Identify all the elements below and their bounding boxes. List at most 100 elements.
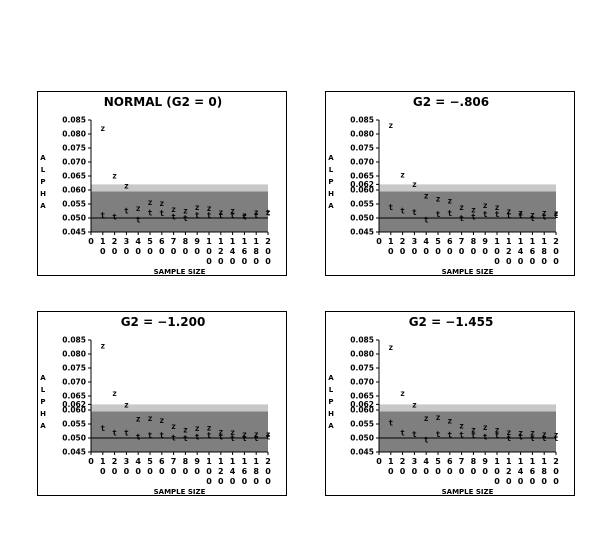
s-t-point: t xyxy=(100,211,105,220)
x-tick-label: 2 xyxy=(553,457,559,466)
s-z-point: z xyxy=(136,204,141,213)
s-z-point: z xyxy=(447,416,452,425)
y-axis-label-letter: P xyxy=(40,178,45,186)
s-t-point: t xyxy=(436,210,441,219)
x-tick-label: 0 xyxy=(183,467,189,476)
x-tick-label: 3 xyxy=(412,237,418,246)
s-t-point: t xyxy=(495,431,500,440)
x-tick-label: 1 xyxy=(518,237,524,246)
y-tick-label: 0.055 xyxy=(62,200,86,209)
s-z-point: z xyxy=(530,211,535,220)
x-tick-label: 4 xyxy=(230,247,236,256)
x-tick-label: 0 xyxy=(124,247,130,256)
x-tick-label: 8 xyxy=(253,247,259,256)
s-t-point: t xyxy=(554,211,559,220)
s-z-point: z xyxy=(159,199,164,208)
x-tick-label: 2 xyxy=(112,457,118,466)
s-t-point: t xyxy=(159,209,164,218)
s-z-point: z xyxy=(183,426,188,435)
s-t-point: t xyxy=(506,211,511,220)
chart-title: NORMAL (G2 = 0) xyxy=(104,95,222,109)
y-tick-label: 0.055 xyxy=(350,420,374,429)
chart-panel-g2-806: G2 = −.806 0.085 0.080 0.075 0.070 0.065 0.062… xyxy=(325,91,575,276)
s-z-point: z xyxy=(136,414,141,423)
s-t-point: t xyxy=(447,431,452,440)
x-tick-label: 4 xyxy=(135,237,141,246)
y-axis-label-letter: P xyxy=(40,398,45,406)
s-z-point: z xyxy=(518,208,523,217)
s-z-point: z xyxy=(195,424,200,433)
s-t-point: t xyxy=(207,211,212,220)
s-t-point: t xyxy=(518,211,523,220)
s-t-point: t xyxy=(136,215,141,224)
significance-band xyxy=(379,411,556,452)
y-axis-label-letter: A xyxy=(40,422,46,430)
s-t-point: t xyxy=(554,434,559,443)
s-t-point: t xyxy=(195,433,200,442)
y-tick-label: 0.075 xyxy=(350,144,374,153)
s-z-point: z xyxy=(148,198,153,207)
s-t-point: t xyxy=(506,434,511,443)
chart-svg-g2-1455: G2 = −1.4550.0850.0800.0750.0700.0650.06… xyxy=(328,315,559,496)
y-axis-label-letter: P xyxy=(328,178,333,186)
y-tick-label: 0.060 xyxy=(350,186,374,195)
x-tick-label: 0 xyxy=(541,477,547,486)
y-tick-label: 0.065 xyxy=(350,172,374,181)
x-tick-label: 1 xyxy=(206,457,212,466)
s-z-point: z xyxy=(424,192,429,201)
s-z-point: z xyxy=(436,413,441,422)
x-tick-label: 0 xyxy=(553,477,559,486)
x-tick-label: 7 xyxy=(459,457,465,466)
x-axis-label: SAMPLE SIZE xyxy=(154,488,206,496)
y-tick-label: 0.045 xyxy=(350,448,374,457)
s-t-point: t xyxy=(195,211,200,220)
s-t-point: t xyxy=(542,213,547,222)
x-tick-label: 1 xyxy=(206,237,212,246)
x-tick-label: 1 xyxy=(494,457,500,466)
s-t-point: t xyxy=(542,434,547,443)
y-tick-label: 0.050 xyxy=(350,434,374,443)
s-z-point: z xyxy=(266,430,271,439)
y-tick-label: 0.085 xyxy=(62,336,86,345)
x-tick-label: 3 xyxy=(124,457,130,466)
y-tick-label: 0.080 xyxy=(62,130,86,139)
s-t-point: t xyxy=(159,431,164,440)
x-tick-label: 0 xyxy=(147,247,153,256)
y-tick-label: 0.055 xyxy=(62,420,86,429)
s-t-point: t xyxy=(230,211,235,220)
significance-band xyxy=(379,184,556,192)
x-tick-label: 0 xyxy=(100,467,106,476)
x-tick-label: 1 xyxy=(541,237,547,246)
s-z-point: z xyxy=(412,400,417,409)
x-tick-label: 5 xyxy=(435,237,441,246)
s-t-point: t xyxy=(518,433,523,442)
x-tick-label: 3 xyxy=(412,457,418,466)
y-tick-label: 0.080 xyxy=(350,350,374,359)
x-tick-label: 2 xyxy=(218,247,224,256)
s-z-point: z xyxy=(112,171,117,180)
x-tick-label: 2 xyxy=(506,247,512,256)
y-axis-label-letter: P xyxy=(328,398,333,406)
s-t-point: t xyxy=(436,430,441,439)
x-tick-label: 0 xyxy=(447,467,453,476)
y-axis-label-letter: H xyxy=(40,410,46,418)
x-tick-label: 7 xyxy=(459,237,465,246)
s-t-point: t xyxy=(112,428,117,437)
x-tick-label: 0 xyxy=(206,247,212,256)
y-tick-label: 0.075 xyxy=(62,364,86,373)
s-t-point: t xyxy=(530,214,535,223)
s-z-point: z xyxy=(495,426,500,435)
x-tick-label: 0 xyxy=(530,257,536,266)
y-tick-label: 0.070 xyxy=(62,378,86,387)
chart-title: G2 = −1.200 xyxy=(121,315,206,329)
x-tick-label: 0 xyxy=(553,257,559,266)
x-axis-label: SAMPLE SIZE xyxy=(442,268,494,276)
x-tick-label: 1 xyxy=(388,457,394,466)
x-tick-label: 0 xyxy=(471,247,477,256)
x-tick-label: 0 xyxy=(518,477,524,486)
x-tick-label: 0 xyxy=(253,477,259,486)
s-t-point: t xyxy=(483,210,488,219)
x-tick-label: 4 xyxy=(135,457,141,466)
x-tick-label: 0 xyxy=(242,257,248,266)
x-tick-label: 0 xyxy=(435,467,441,476)
